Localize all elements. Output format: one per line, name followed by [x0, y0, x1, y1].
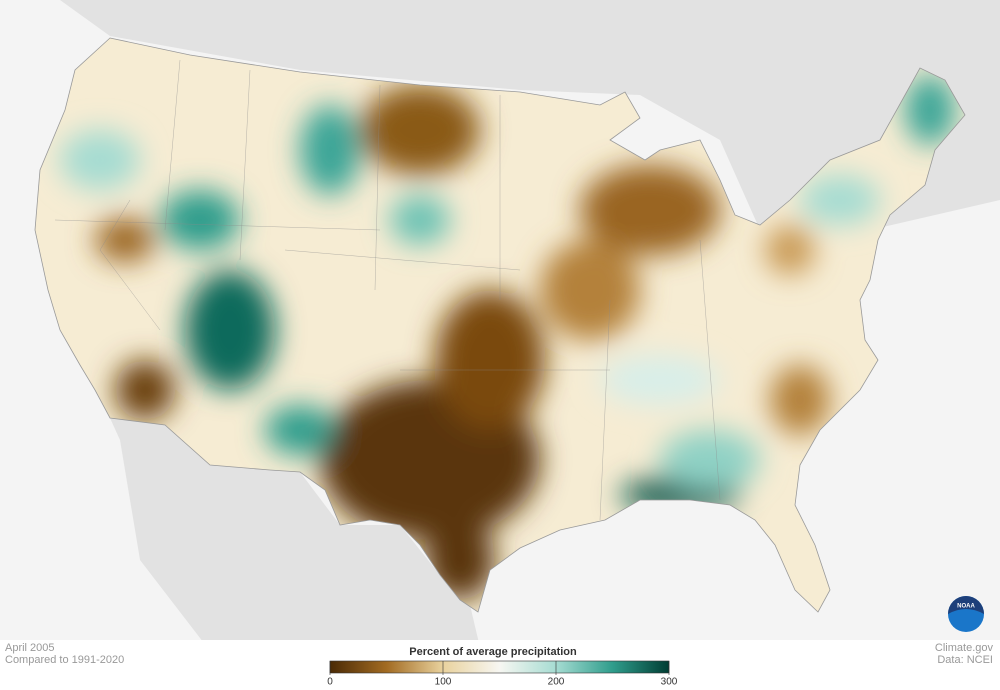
- legend-tick-label: 0: [327, 677, 333, 688]
- date-label: April 2005: [5, 642, 55, 654]
- mexico-land: [110, 418, 490, 690]
- source-credit: Data: NCEI: [937, 654, 993, 666]
- legend-title: Percent of average precipitation: [409, 646, 577, 658]
- noaa-logo-text: NOAA: [957, 604, 975, 610]
- legend-tick-label: 100: [435, 677, 452, 688]
- baseline-label: Compared to 1991-2020: [5, 654, 124, 666]
- legend-colorbar: [329, 660, 670, 674]
- canada-land: [0, 0, 1000, 230]
- state-borders: [54, 59, 721, 521]
- noaa-logo-top: [948, 596, 984, 614]
- legend-tick-label: 300: [661, 677, 678, 688]
- site-credit: Climate.gov: [935, 642, 994, 654]
- legend-tick-label: 200: [548, 677, 565, 688]
